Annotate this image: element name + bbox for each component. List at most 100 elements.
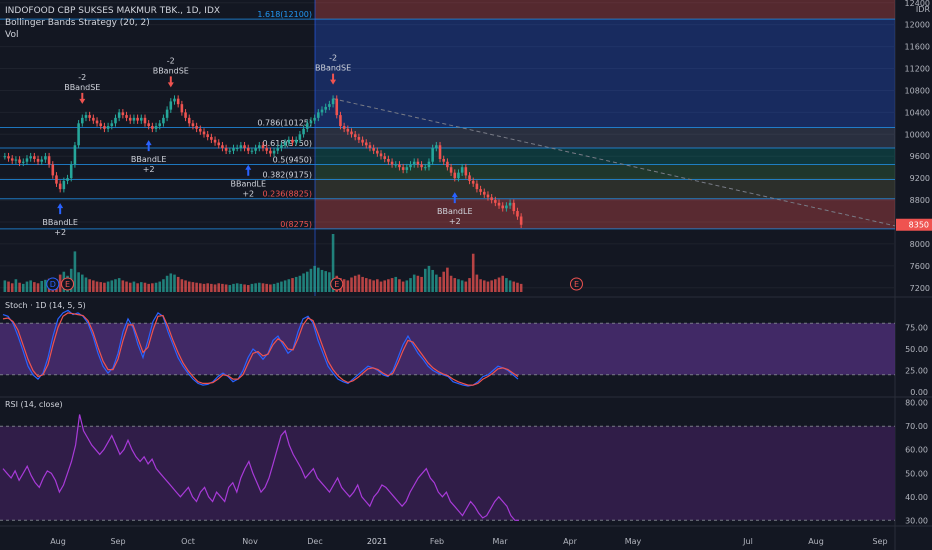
trend-line	[332, 98, 896, 227]
signal-qty: +2	[54, 228, 66, 237]
candle-body	[353, 134, 357, 138]
candle-body	[453, 172, 457, 179]
candle-body	[287, 139, 291, 143]
volume-bar	[21, 283, 25, 292]
volume-bar	[110, 280, 114, 292]
candle-body	[324, 106, 327, 110]
candle-body	[339, 115, 342, 127]
price-tick: 9600	[910, 152, 930, 161]
volume-bar	[317, 267, 320, 292]
volume-bar	[228, 285, 232, 292]
volume-bar	[464, 281, 468, 292]
candle-body	[494, 200, 497, 203]
volume-bar	[258, 282, 261, 292]
volume-bar	[176, 276, 180, 292]
volume-label: Vol	[5, 30, 19, 40]
volume-bar	[162, 279, 165, 292]
candle-body	[195, 126, 198, 129]
candle-body	[368, 145, 372, 148]
volume-bar	[471, 253, 475, 292]
currency-label: IDR	[916, 5, 931, 14]
volume-bar	[435, 274, 438, 292]
long-arrow-icon	[451, 192, 458, 204]
volume-bar	[40, 280, 44, 292]
time-tick: Jul	[742, 537, 753, 546]
candle-body	[169, 101, 173, 110]
candle-body	[387, 158, 390, 162]
short-arrow-icon	[330, 73, 337, 85]
candle-body	[258, 145, 261, 148]
fib-zone	[315, 148, 895, 165]
candle-body	[184, 112, 187, 118]
volume-bar	[409, 278, 412, 292]
candle-body	[7, 156, 10, 159]
candle-body	[202, 131, 206, 135]
candle-body	[21, 161, 25, 163]
long-arrow-icon	[57, 203, 64, 215]
volume-bar	[298, 275, 302, 292]
candle-body	[379, 153, 383, 157]
volume-bar	[497, 277, 501, 292]
signal-qty: -2	[167, 56, 175, 65]
volume-bar	[81, 274, 84, 292]
fib-label: 0.5(9450)	[273, 155, 312, 164]
candle-body	[409, 164, 412, 168]
time-tick: Mar	[492, 537, 508, 546]
event-marker-icon	[46, 277, 60, 291]
volume-bar	[191, 282, 195, 292]
candle-body	[390, 161, 394, 165]
time-tick: Sep	[110, 537, 125, 546]
candle-body	[140, 117, 143, 121]
volume-bar	[468, 278, 471, 292]
volume-bar	[446, 267, 449, 292]
volume-bar	[254, 283, 257, 292]
candle-body	[199, 128, 202, 132]
candle-body	[294, 139, 298, 143]
volume-bar	[357, 274, 361, 292]
candle-body	[490, 197, 493, 201]
volume-bar	[287, 279, 291, 292]
time-tick: 2021	[367, 537, 387, 546]
candle-body	[269, 150, 272, 154]
volume-bar	[508, 280, 512, 292]
candle-body	[117, 112, 121, 118]
volume-bar	[165, 275, 169, 292]
candle-body	[464, 167, 468, 176]
volume-bar	[195, 282, 198, 292]
price-tick: 8800	[910, 196, 930, 205]
volume-bar	[246, 285, 250, 292]
price-tick: 10400	[905, 108, 930, 117]
fib-label: 0(8275)	[280, 220, 312, 229]
volume-bar	[221, 283, 224, 292]
volume-bar	[217, 283, 221, 292]
price-tick: 7600	[910, 262, 930, 271]
candle-body	[431, 148, 434, 162]
candle-body	[217, 142, 221, 146]
volume-bar	[10, 283, 14, 292]
volume-bar	[106, 281, 110, 292]
volume-bar	[125, 281, 128, 292]
volume-bar	[114, 279, 117, 292]
candle-body	[420, 164, 423, 168]
time-tick: May	[625, 537, 642, 546]
fib-label: 0.786(10125)	[257, 118, 312, 127]
volume-bar	[147, 283, 150, 292]
fib-zone	[315, 19, 895, 128]
candle-body	[457, 172, 460, 179]
candle-body	[92, 117, 95, 121]
volume-bar	[364, 278, 368, 292]
fib-label: 0.382(9175)	[262, 171, 312, 180]
volume-bar	[7, 281, 10, 292]
stoch-line-d	[2, 312, 519, 386]
candle-body	[29, 156, 32, 159]
volume-bar	[151, 283, 154, 292]
volume-bar	[73, 251, 77, 292]
chart-title: INDOFOOD CBP SUKSES MAKMUR TBK., 1D, IDX	[5, 6, 221, 16]
rsi-tick: 80.00	[905, 399, 928, 408]
short-arrow-icon	[167, 76, 174, 88]
candle-body	[276, 148, 280, 151]
volume-bar	[169, 273, 173, 292]
candle-body	[398, 164, 401, 168]
signal-label: BBandSE	[315, 64, 351, 73]
